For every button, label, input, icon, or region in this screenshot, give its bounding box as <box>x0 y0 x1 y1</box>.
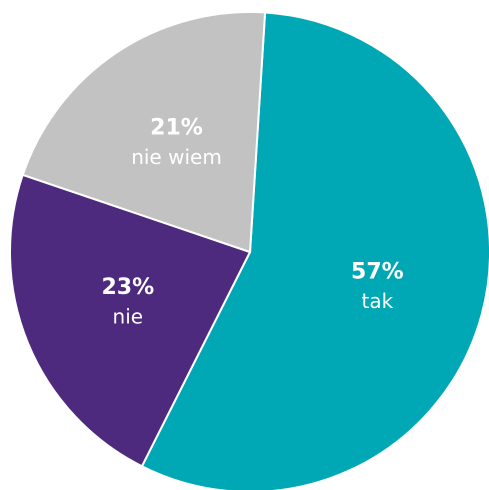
slice-category-label: tak <box>362 289 394 313</box>
slice-category-label: nie <box>113 304 144 328</box>
slice-value-label: 21% <box>150 115 203 140</box>
slice-value-label: 23% <box>101 275 154 300</box>
slice-category-label: nie wiem <box>131 145 222 169</box>
pie-slice <box>140 11 489 490</box>
pie-slice <box>21 11 267 254</box>
pie-slice <box>9 173 252 468</box>
slice-value-label: 57% <box>351 260 404 285</box>
